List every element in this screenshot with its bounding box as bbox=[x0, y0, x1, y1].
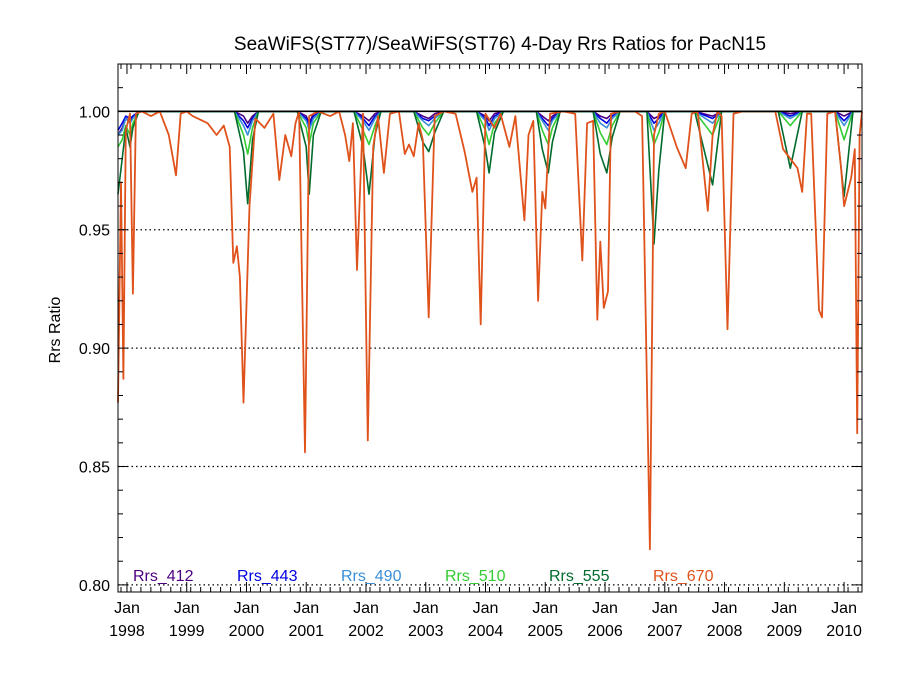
x-tick-label-month: Jan bbox=[413, 600, 439, 617]
legend-label-rrs-510: Rrs_510 bbox=[445, 568, 506, 585]
series-line-rrs-555 bbox=[117, 110, 862, 245]
legend-label-rrs-412: Rrs_412 bbox=[133, 568, 194, 585]
legend: Rrs_412 Rrs_443 Rrs_490 Rrs_510 Rrs_555 Rrs_6… bbox=[133, 568, 714, 585]
legend-label-rrs-555: Rrs_555 bbox=[549, 568, 610, 585]
x-tick-label-month: Jan bbox=[473, 600, 499, 617]
y-tick-label: 1.00 bbox=[79, 104, 110, 121]
y-tick-label: 0.80 bbox=[79, 578, 110, 595]
legend-label-rrs-670: Rrs_670 bbox=[653, 568, 714, 585]
axes: 0.80 0.85 0.90 0.95 1.00 Jan 1998 Jan 1999 Jan 200… bbox=[79, 63, 863, 640]
series-lines bbox=[117, 110, 863, 551]
x-tick-label-year: 2010 bbox=[826, 623, 862, 640]
y-tick-label: 0.95 bbox=[79, 223, 110, 240]
x-tick-label-year: 2008 bbox=[707, 623, 743, 640]
x-tick-label-month: Jan bbox=[592, 600, 618, 617]
x-tick-label-year: 2009 bbox=[767, 623, 803, 640]
y-axis-label: Rrs Ratio bbox=[47, 297, 64, 364]
x-tick-label-month: Jan bbox=[353, 600, 379, 617]
x-tick-label-month: Jan bbox=[831, 600, 857, 617]
x-tick-label-month: Jan bbox=[114, 600, 140, 617]
x-tick-label-year: 2005 bbox=[527, 623, 563, 640]
y-tick-label: 0.85 bbox=[79, 460, 110, 477]
x-tick-label-year: 2003 bbox=[408, 623, 444, 640]
y-tick-label: 0.90 bbox=[79, 341, 110, 358]
x-tick-label-month: Jan bbox=[712, 600, 738, 617]
x-tick-label-year: 2001 bbox=[288, 623, 324, 640]
x-tick-label-month: Jan bbox=[293, 600, 319, 617]
series-line-rrs-670 bbox=[117, 110, 863, 551]
legend-label-rrs-490: Rrs_490 bbox=[341, 568, 402, 585]
x-tick-label-year: 2007 bbox=[647, 623, 683, 640]
x-tick-label-month: Jan bbox=[234, 600, 260, 617]
x-tick-label-month: Jan bbox=[532, 600, 558, 617]
legend-label-rrs-443: Rrs_443 bbox=[237, 568, 298, 585]
x-tick-label-year: 2004 bbox=[468, 623, 504, 640]
chart-title: SeaWiFS(ST77)/SeaWiFS(ST76) 4-Day Rrs Ra… bbox=[234, 34, 766, 55]
x-tick-label-year: 1999 bbox=[169, 623, 205, 640]
gridlines bbox=[118, 229, 862, 586]
x-tick-label-year: 2006 bbox=[587, 623, 623, 640]
x-tick-label-month: Jan bbox=[174, 600, 200, 617]
x-tick-label-year: 1998 bbox=[109, 623, 145, 640]
x-tick-label-year: 2002 bbox=[348, 623, 384, 640]
x-tick-label-month: Jan bbox=[771, 600, 797, 617]
x-tick-label-month: Jan bbox=[652, 600, 678, 617]
x-tick-label-year: 2000 bbox=[229, 623, 265, 640]
